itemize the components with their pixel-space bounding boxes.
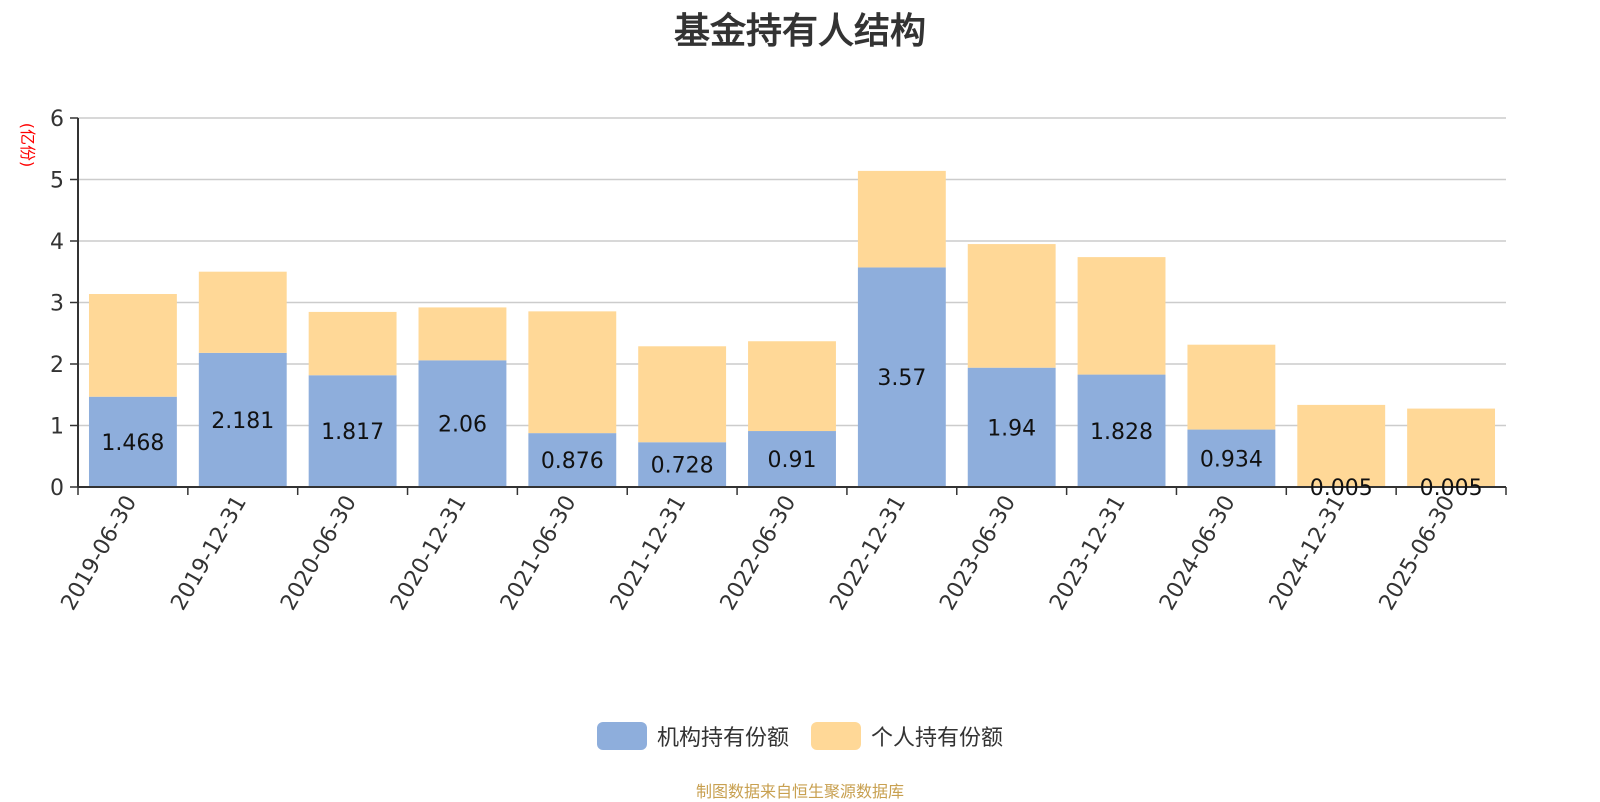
legend-swatch-institution [597,722,647,750]
bar-individual[interactable] [199,272,287,353]
x-tick-label: 2022-12-31 [825,492,911,615]
data-label: 0.005 [1420,476,1483,501]
x-tick-label: 2024-12-31 [1265,492,1351,615]
bars [89,171,1495,487]
bar-individual[interactable] [858,171,946,268]
bar-individual[interactable] [968,244,1056,368]
x-tick-label: 2021-12-31 [606,492,692,615]
x-tick-label: 2021-06-30 [496,492,582,615]
x-tick-label: 2025-06-30 [1375,492,1461,615]
y-tick-label: 3 [50,292,64,317]
data-label: 2.06 [438,413,487,438]
x-tick-label: 2020-06-30 [276,492,362,615]
x-tick-label: 2020-12-31 [386,492,472,615]
source-note: 制图数据来自恒生聚源数据库 [0,778,1600,802]
bar-individual[interactable] [419,307,507,360]
data-label: 0.728 [651,454,714,479]
data-label: 1.94 [987,416,1036,441]
x-tick-label: 2019-12-31 [166,492,252,615]
legend-swatch-individual [811,722,861,750]
data-label: 1.817 [321,420,384,445]
y-tick-label: 1 [50,415,64,440]
x-tick-label: 2023-12-31 [1045,492,1131,615]
legend-item-individual[interactable]: 个人持有份额 [811,720,1003,752]
x-tick-label: 2019-06-30 [57,492,143,615]
bar-individual[interactable] [1078,257,1166,374]
y-tick-label: 4 [50,230,64,255]
data-label: 0.91 [768,448,817,473]
data-label: 0.934 [1200,447,1263,472]
y-tick-label: 2 [50,353,64,378]
y-tick-label: 5 [50,169,64,194]
bar-individual[interactable] [638,346,726,442]
data-label: 0.005 [1310,476,1373,501]
legend-item-institution[interactable]: 机构持有份额 [597,720,789,752]
legend: 机构持有份额 个人持有份额 [0,720,1600,752]
legend-label-individual: 个人持有份额 [871,720,1003,752]
y-tick-label: 0 [50,476,64,501]
x-tick-label: 2023-06-30 [935,492,1021,615]
x-tick-label: 2022-06-30 [716,492,802,615]
y-axis-label: (亿份) [18,123,37,168]
x-tick-label: 2024-06-30 [1155,492,1241,615]
bar-individual[interactable] [309,312,397,375]
bar-individual[interactable] [748,341,836,431]
data-label: 1.828 [1090,420,1153,445]
y-tick-label: 6 [50,107,64,132]
bar-individual[interactable] [1297,405,1385,487]
bar-individual[interactable] [528,311,616,433]
bar-individual[interactable] [1187,345,1275,430]
legend-label-institution: 机构持有份额 [657,720,789,752]
data-label: 1.468 [101,431,164,456]
data-label: 0.876 [541,449,604,474]
data-label: 2.181 [211,409,274,434]
data-label: 3.57 [877,366,926,391]
bar-individual[interactable] [89,294,177,397]
